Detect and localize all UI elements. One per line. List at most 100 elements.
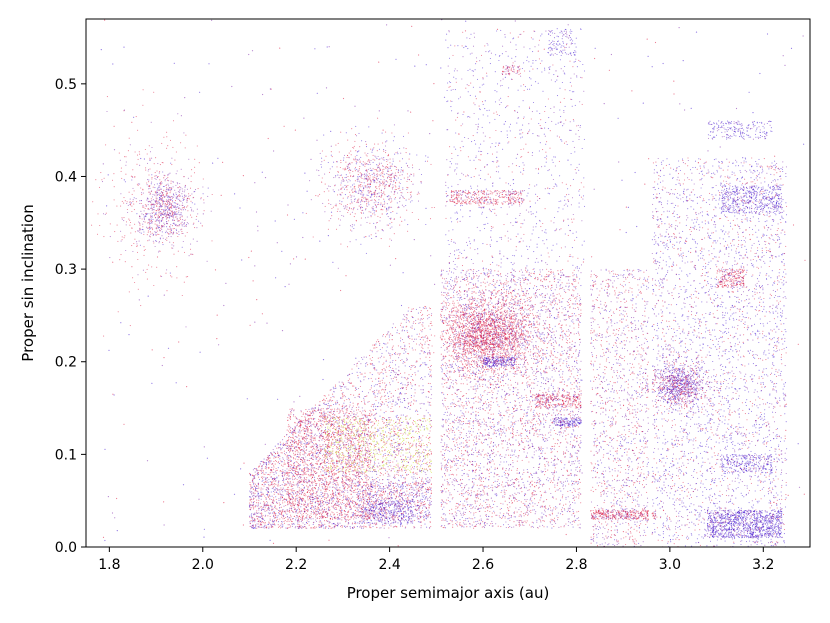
scatter-point (282, 475, 283, 476)
scatter-point (335, 478, 336, 479)
scatter-point (364, 410, 365, 411)
scatter-point (420, 319, 421, 320)
scatter-point (319, 444, 320, 445)
scatter-point (269, 455, 270, 456)
scatter-point (391, 419, 392, 420)
scatter-point (381, 396, 382, 397)
scatter-point (304, 459, 305, 460)
scatter-point (374, 432, 375, 433)
scatter-point (295, 436, 296, 437)
scatter-point (329, 430, 330, 431)
scatter-point (351, 479, 352, 480)
scatter-point (307, 504, 308, 505)
scatter-point (368, 448, 369, 449)
scatter-point (266, 501, 267, 502)
scatter-point (359, 495, 360, 496)
scatter-point (250, 492, 251, 493)
scatter-point (333, 507, 334, 508)
scatter-point (340, 471, 341, 472)
scatter-point (306, 467, 307, 468)
scatter-point (367, 416, 368, 417)
scatter-point (429, 352, 430, 353)
scatter-point (326, 465, 327, 466)
scatter-point (347, 430, 348, 431)
scatter-point (314, 479, 315, 480)
scatter-point (294, 500, 295, 501)
scatter-point (274, 492, 275, 493)
scatter-point (420, 408, 421, 409)
scatter-point (311, 438, 312, 439)
scatter-point (398, 353, 399, 354)
scatter-point (349, 519, 350, 520)
scatter-point (289, 455, 290, 456)
scatter-point (282, 473, 283, 474)
scatter-point (302, 526, 303, 527)
scatter-point (300, 525, 301, 526)
scatter-point (286, 521, 287, 522)
scatter-point (406, 438, 407, 439)
scatter-point (403, 327, 404, 328)
scatter-point (342, 410, 343, 411)
scatter-point (305, 430, 306, 431)
scatter-point (345, 527, 346, 528)
scatter-point (250, 526, 251, 527)
scatter-point (382, 389, 383, 390)
scatter-point (371, 350, 372, 351)
scatter-point (272, 488, 273, 489)
scatter-point (314, 471, 315, 472)
scatter-point (372, 381, 373, 382)
scatter-point (258, 496, 259, 497)
scatter-point (300, 527, 301, 528)
scatter-point (282, 457, 283, 458)
scatter-point (401, 377, 402, 378)
scatter-point (326, 398, 327, 399)
scatter-point (300, 482, 301, 483)
scatter-point (392, 406, 393, 407)
scatter-point (311, 495, 312, 496)
scatter-point (380, 399, 381, 400)
scatter-point (290, 449, 291, 450)
scatter-point (322, 416, 323, 417)
scatter-point (343, 496, 344, 497)
scatter-point (295, 527, 296, 528)
scatter-point (277, 452, 278, 453)
scatter-point (274, 507, 275, 508)
scatter-point (255, 487, 256, 488)
scatter-point (424, 328, 425, 329)
scatter-point (349, 477, 350, 478)
scatter-point (332, 433, 333, 434)
scatter-point (423, 471, 424, 472)
scatter-point (344, 407, 345, 408)
scatter-point (258, 516, 259, 517)
scatter-point (368, 489, 369, 490)
scatter-point (346, 410, 347, 411)
scatter-point (335, 495, 336, 496)
scatter-point (351, 409, 352, 410)
scatter-point (390, 520, 391, 521)
scatter-point (306, 479, 307, 480)
scatter-point (253, 507, 254, 508)
scatter-point (268, 524, 269, 525)
scatter-point (402, 526, 403, 527)
scatter-point (291, 508, 292, 509)
scatter-point (334, 481, 335, 482)
scatter-point (288, 424, 289, 425)
scatter-point (385, 389, 386, 390)
scatter-point (346, 412, 347, 413)
scatter-point (397, 419, 398, 420)
scatter-point (306, 510, 307, 511)
scatter-point (304, 433, 305, 434)
scatter-point (360, 372, 361, 373)
scatter-point (313, 497, 314, 498)
scatter-point (419, 455, 420, 456)
scatter-point (344, 474, 345, 475)
scatter-point (353, 405, 354, 406)
scatter-point (297, 482, 298, 483)
scatter-point (380, 397, 381, 398)
scatter-point (404, 398, 405, 399)
scatter-point (362, 430, 363, 431)
scatter-point (274, 486, 275, 487)
scatter-point (360, 411, 361, 412)
scatter-point (300, 461, 301, 462)
scatter-point (378, 391, 379, 392)
